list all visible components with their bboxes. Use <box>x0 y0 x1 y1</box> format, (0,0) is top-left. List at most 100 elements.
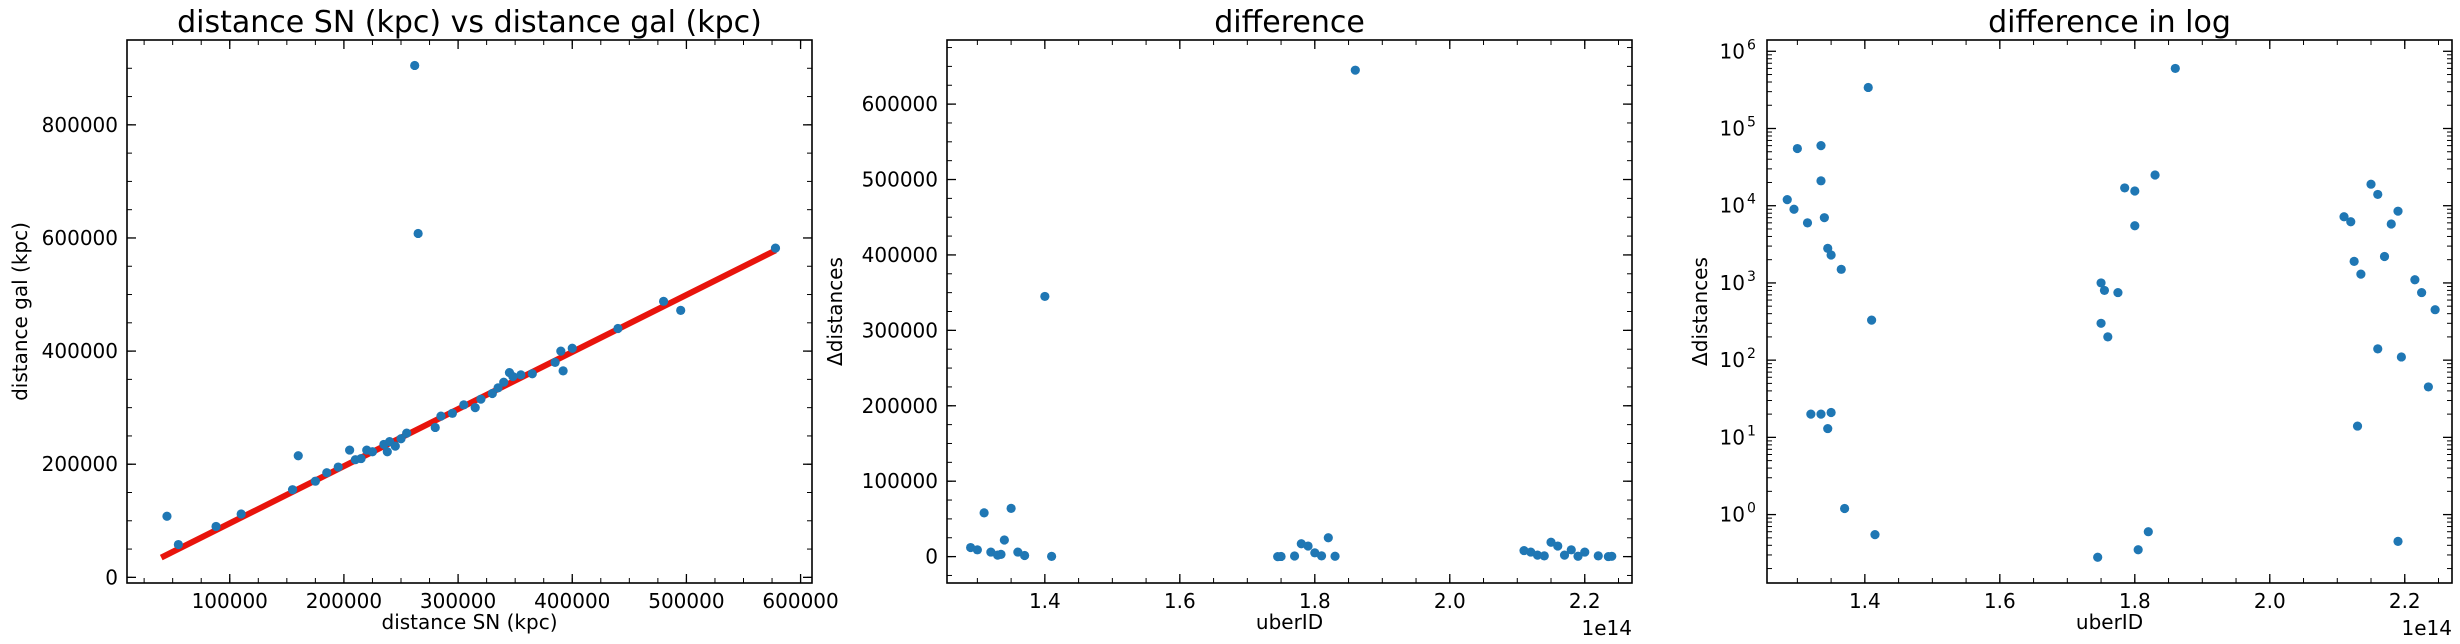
scatter-point <box>1593 551 1603 561</box>
scatter-point <box>658 296 669 306</box>
scatter-point <box>996 549 1006 559</box>
scatter-point <box>2133 545 2143 555</box>
scatter-point <box>1330 551 1340 561</box>
scatter-point <box>1532 550 1543 560</box>
scatter-point <box>1553 541 1563 551</box>
scatter-point <box>567 343 577 353</box>
scatter-point <box>2393 536 2403 546</box>
chart-title: distance SN (kpc) vs distance gal (kpc) <box>177 5 762 40</box>
scatter-point <box>2346 217 2356 227</box>
y-tick-label: 400000 <box>862 243 938 267</box>
scatter-point <box>2130 186 2140 196</box>
y-tick-label: 400000 <box>42 339 118 363</box>
scatter-point <box>2130 221 2140 231</box>
scatter-point <box>1867 315 1877 325</box>
chart-panel-scatter-sn-vs-gal: 100000 200000 300000 400000 500000 600000 0 200… <box>8 5 839 634</box>
scatter-point <box>1816 409 1826 419</box>
y-tick-exponent: 4 <box>1747 192 1756 208</box>
scatter-point <box>476 394 486 404</box>
scatter-point <box>1782 195 1792 205</box>
scatter-point <box>367 447 378 457</box>
scatter-point <box>613 323 623 334</box>
x-tick-label: 1.4 <box>1029 589 1061 613</box>
y-tick-exponent: 3 <box>1747 269 1756 285</box>
scatter-point <box>2366 179 2376 189</box>
scatter-point <box>470 403 480 413</box>
scatter-point <box>162 511 172 521</box>
panel-2-marks <box>966 65 1617 562</box>
scatter-point <box>390 441 400 451</box>
scatter-point <box>2143 527 2153 537</box>
y-tick-label: 100000 <box>862 469 938 493</box>
y-axis-label: Δdistances <box>1688 257 1712 366</box>
scatter-point <box>2396 352 2406 362</box>
x-tick-label: 1.8 <box>1299 589 1331 613</box>
scatter-point <box>2349 256 2359 267</box>
scatter-point <box>550 357 560 368</box>
scatter-point <box>1802 218 1813 228</box>
scatter-point <box>2339 212 2349 222</box>
scatter-point <box>287 485 298 495</box>
scatter-point <box>493 383 503 393</box>
scatter-point <box>1580 547 1590 557</box>
y-tick-label: 10 <box>1720 39 1745 63</box>
scatter-point <box>1789 204 1799 214</box>
y-tick-label: 200000 <box>862 394 938 418</box>
scatter-point <box>972 545 982 555</box>
x-tick-label: 1.8 <box>2119 589 2151 613</box>
scatter-point <box>410 60 420 71</box>
scatter-point <box>1040 291 1050 302</box>
y-axis-label: Δdistances <box>823 257 847 366</box>
y-tick-label: 800000 <box>42 113 118 137</box>
y-tick-exponent: 5 <box>1747 114 1756 130</box>
y-tick-label: 600000 <box>862 92 938 116</box>
y-tick-label: 10 <box>1720 116 1745 140</box>
scatter-point <box>2423 382 2433 392</box>
chart-title: difference in log <box>1988 5 2231 40</box>
scatter-point <box>516 370 526 380</box>
scatter-point <box>1836 264 1846 274</box>
scatter-point <box>2096 318 2106 328</box>
y-tick-label: 200000 <box>42 452 118 476</box>
scatter-point <box>310 476 320 486</box>
scatter-point <box>1566 545 1576 555</box>
scatter-point <box>676 305 686 315</box>
scatter-point <box>1792 143 1802 154</box>
scatter-point <box>1607 551 1617 561</box>
scatter-point <box>2379 251 2390 262</box>
x-tick-label: 600000 <box>762 589 838 613</box>
scatter-point <box>382 447 392 457</box>
scatter-point <box>2120 183 2130 193</box>
scatter-point <box>979 508 989 518</box>
x-tick-label: 1.6 <box>1164 589 1196 613</box>
scatter-point <box>2417 287 2427 298</box>
y-axis-label: distance gal (kpc) <box>8 222 32 401</box>
scatter-point <box>558 366 568 376</box>
x-axis-offset-label: 1e14 <box>2402 616 2452 640</box>
scatter-point <box>322 468 332 478</box>
scatter-point <box>499 377 509 387</box>
x-axis-offset-label: 1e14 <box>1582 616 1632 640</box>
y-tick-label: 0 <box>925 545 938 569</box>
scatter-point <box>2150 170 2160 180</box>
scatter-point <box>999 535 1009 545</box>
scatter-point <box>1047 551 1057 561</box>
scatter-point <box>396 434 406 444</box>
x-tick-label: 2.0 <box>1434 589 1466 613</box>
scatter-point <box>211 521 221 532</box>
x-axis-label: distance SN (kpc) <box>382 610 558 634</box>
x-tick-label: 200000 <box>306 589 382 613</box>
scatter-point <box>527 369 537 379</box>
scatter-point <box>2356 269 2366 279</box>
scatter-point <box>293 451 303 461</box>
scatter-point <box>1816 141 1826 151</box>
scatter-point <box>1826 407 1836 418</box>
scatter-point <box>2373 344 2383 354</box>
scatter-point <box>2113 287 2123 298</box>
scatter-point <box>173 539 183 550</box>
scatter-point <box>1826 250 1836 260</box>
y-tick-label: 10 <box>1720 425 1745 449</box>
y-tick-label: 300000 <box>862 318 938 342</box>
